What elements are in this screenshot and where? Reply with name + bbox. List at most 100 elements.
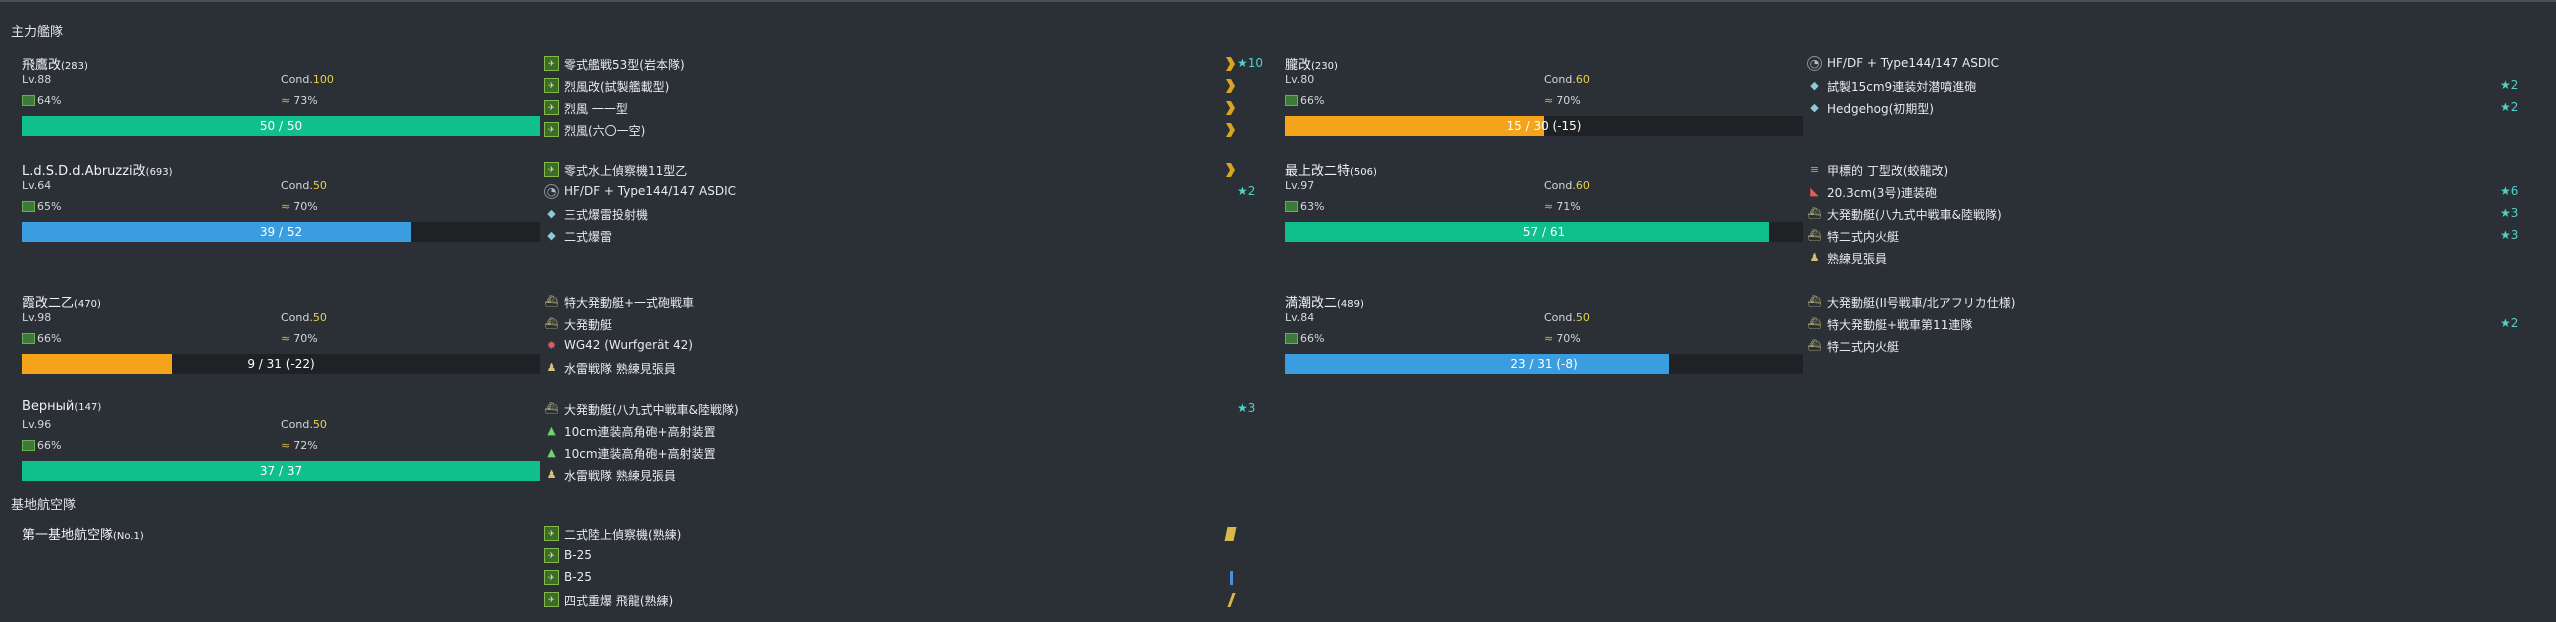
ship-card: Верный(147) Lv.96 Cond.50 66% ≈72% 37 / 37 ⛴ 大発… [22, 399, 1262, 499]
equipment-slot[interactable]: ✈ B-25 [544, 568, 1244, 590]
ammo-value: 70% [1556, 94, 1581, 107]
equipment-slot[interactable]: ◔ HF/DF + Type144/147 ASDIC [1807, 54, 2507, 76]
air-base-name-text: 第一基地航空隊 [22, 528, 114, 543]
equipment-slot[interactable]: ⛴ 大発動艇(八九式中戦車&陸戦隊) ★3 [1807, 204, 2519, 226]
hp-bar-fill [1285, 116, 1544, 136]
equipment-slot[interactable]: ◆ Hedgehog(初期型) ★2 [1807, 98, 2518, 120]
hp-bar-fill [22, 461, 540, 481]
equipment-slot[interactable]: ≡ 甲標的 丁型改(蛟龍改) [1807, 160, 2507, 182]
equipment-slot[interactable]: ⛴ 特大発動艇+戦車第11連隊 ★2 [1807, 314, 2519, 336]
equipment-slot[interactable]: ✈ 四式重爆 飛龍(熟練) [544, 590, 1244, 612]
equipment-name: 零式艦戦53型(岩本隊) [564, 58, 685, 72]
rocket-icon: ✸ [546, 339, 557, 352]
proficiency-icon [1230, 571, 1233, 585]
equipment-name: 試製15cm9連装対潜噴進砲 [1827, 80, 1977, 94]
equipment-slot[interactable]: ✸ WG42 (Wurfgerät 42) [544, 336, 1244, 358]
ship-id: (506) [1350, 167, 1377, 178]
ship-name-text: 朧改 [1285, 58, 1312, 73]
ship-id: (489) [1337, 299, 1364, 310]
ship-name: L.d.S.D.d.Abruzzi改(693) [22, 160, 173, 179]
lookout-icon: ♟ [546, 361, 557, 374]
proficiency-icon [1226, 163, 1235, 177]
ship-ammo: ≈73% [281, 94, 318, 107]
fuel-value: 66% [37, 439, 62, 452]
condition-label: Cond. [281, 418, 313, 431]
equipment-slot[interactable]: ◆ 三式爆雷投射機 [544, 204, 1244, 226]
ship-fuel: 66% [22, 439, 61, 452]
improvement-stars: ★3 [1237, 401, 1256, 415]
ship-id: (470) [74, 299, 101, 310]
equipment-slot[interactable]: ⛴ 大発動艇(II号戦車/北アフリカ仕様) [1807, 292, 2507, 314]
equipment-name: 烈風(六〇一空) [564, 124, 646, 138]
ship-level: Lv.88 [22, 73, 52, 86]
depth-charge-icon: ◆ [1810, 79, 1819, 92]
equipment-slot[interactable]: ⛴ 大発動艇 [544, 314, 1244, 336]
fuel-value: 66% [37, 332, 62, 345]
ship-name-text: 最上改二特 [1285, 164, 1351, 179]
ammo-icon: ≈ [281, 94, 291, 107]
ammo-icon: ≈ [1544, 94, 1554, 107]
ship-level: Lv.97 [1285, 179, 1315, 192]
fuel-icon [22, 333, 35, 344]
hp-bar-fill [22, 354, 172, 374]
equipment-slot[interactable]: ✈ 烈風(六〇一空) [544, 120, 1244, 142]
equipment-slot[interactable]: ◆ 試製15cm9連装対潜噴進砲 ★2 [1807, 76, 2518, 98]
proficiency-icon [1226, 57, 1235, 71]
equipment-slot[interactable]: ♟ 熟練見張員 [1807, 248, 2507, 270]
ship-level: Lv.98 [22, 311, 52, 324]
fuel-value: 64% [37, 94, 62, 107]
ship-card: 飛鷹改(283) Lv.88 Cond.100 64% ≈73% 50 / 50 ✈ 零式艦戦… [22, 54, 1263, 154]
condition-label: Cond. [281, 179, 313, 192]
equipment-slot[interactable]: ▲ 10cm連装高角砲+高射装置 [544, 443, 1244, 465]
plane-icon: ✈ [544, 162, 559, 177]
plane-icon: ✈ [544, 100, 559, 115]
equipment-slot[interactable]: ⛴ 特大発動艇+一式砲戦車 [544, 292, 1244, 314]
hp-bar: 23 / 31 (-8) [1285, 354, 1803, 374]
ship-ammo: ≈70% [1544, 332, 1581, 345]
ship-ammo: ≈70% [281, 332, 318, 345]
equipment-name: 三式爆雷投射機 [564, 208, 649, 222]
ship-level: Lv.64 [22, 179, 52, 192]
equipment-slot[interactable]: ✈ 烈風改(試製艦載型) [544, 76, 1244, 98]
equipment-slot[interactable]: ⛴ 特二式内火艇 [1807, 336, 2507, 358]
equipment-name: B-25 [564, 570, 592, 584]
landing-craft-icon: ⛴ [1807, 339, 1822, 352]
ship-fuel: 66% [1285, 94, 1324, 107]
proficiency-icon [1226, 79, 1235, 93]
condition-label: Cond. [1544, 179, 1576, 192]
equipment-slot[interactable]: ◆ 二式爆雷 [544, 226, 1244, 248]
ship-condition: Cond.60 [1544, 179, 1590, 192]
equipment-slot[interactable]: ▲ 10cm連装高角砲+高射装置 [544, 421, 1244, 443]
equipment-slot[interactable]: ✈ 零式艦戦53型(岩本隊) ★10 [544, 54, 1263, 76]
equipment-slot[interactable]: ✈ 二式陸上偵察機(熟練) [544, 524, 1244, 546]
plane-icon: ✈ [544, 122, 559, 137]
hp-text: 15 / 30 (-15) [1506, 119, 1582, 133]
ship-condition: Cond.50 [1544, 311, 1590, 324]
landing-craft-icon: ⛴ [544, 317, 559, 330]
plane-icon: ✈ [544, 56, 559, 71]
fuel-value: 63% [1300, 200, 1325, 213]
ship-id: (147) [74, 402, 102, 413]
hp-bar-fill [1285, 222, 1769, 242]
equipment-name: 烈風改(試製艦載型) [564, 80, 670, 94]
equipment-name: 零式水上偵察機11型乙 [564, 164, 688, 178]
equipment-slot[interactable]: ♟ 水雷戦隊 熟練見張員 [544, 465, 1244, 487]
equipment-slot[interactable]: ◔ HF/DF + Type144/147 ASDIC ★2 [544, 182, 1255, 204]
ship-condition: Cond.50 [281, 179, 327, 192]
equipment-slot[interactable]: ◣ 20.3cm(3号)連装砲 ★6 [1807, 182, 2518, 204]
equipment-list: ⛴ 特大発動艇+一式砲戦車 ⛴ 大発動艇 ✸ WG42 (Wurfgerät 42) ♟ 水雷… [544, 292, 1244, 380]
ship-condition: Cond.60 [1544, 73, 1590, 86]
equipment-slot[interactable]: ⛴ 大発動艇(八九式中戦車&陸戦隊) ★3 [544, 399, 1256, 421]
equipment-name: 大発動艇(II号戦車/北アフリカ仕様) [1827, 296, 2016, 310]
equipment-name: 二式陸上偵察機(熟練) [564, 528, 682, 542]
equipment-slot[interactable]: ⛴ 特二式内火艇 ★3 [1807, 226, 2519, 248]
ammo-value: 72% [293, 439, 318, 452]
equipment-slot[interactable]: ♟ 水雷戦隊 熟練見張員 [544, 358, 1244, 380]
equipment-slot[interactable]: ✈ 零式水上偵察機11型乙 [544, 160, 1244, 182]
proficiency-icon [1226, 123, 1235, 137]
equipment-slot[interactable]: ✈ 烈風 一一型 [544, 98, 1244, 120]
improvement-stars: ★2 [1237, 184, 1256, 198]
equipment-slot[interactable]: ✈ B-25 [544, 546, 1244, 568]
hp-text: 39 / 52 [259, 225, 303, 239]
equipment-name: WG42 (Wurfgerät 42) [564, 338, 693, 352]
